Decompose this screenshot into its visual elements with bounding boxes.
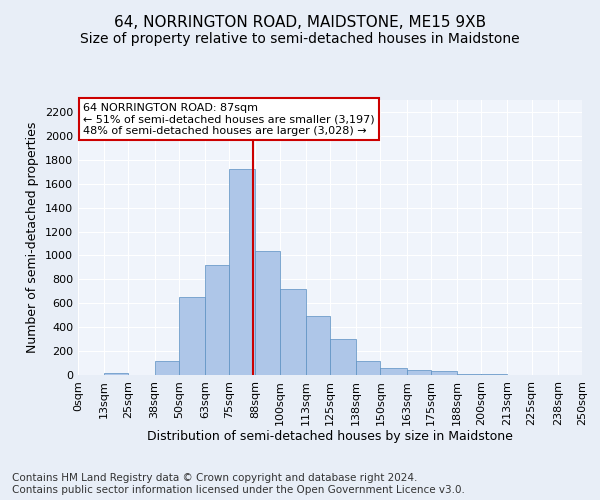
Bar (457, 374, 481, 375)
Bar (229, 170, 256, 375)
Bar (155, 360, 179, 375)
Text: 64, NORRINGTON ROAD, MAIDSTONE, ME15 9XB: 64, NORRINGTON ROAD, MAIDSTONE, ME15 9XB (114, 15, 486, 30)
Bar (205, 265, 229, 375)
Bar (280, 289, 306, 375)
Text: Size of property relative to semi-detached houses in Maidstone: Size of property relative to semi-detach… (80, 32, 520, 46)
Bar (306, 316, 330, 375)
Bar (356, 360, 380, 375)
X-axis label: Distribution of semi-detached houses by size in Maidstone: Distribution of semi-detached houses by … (147, 430, 513, 444)
Text: 64 NORRINGTON ROAD: 87sqm
← 51% of semi-detached houses are smaller (3,197)
48% : 64 NORRINGTON ROAD: 87sqm ← 51% of semi-… (83, 103, 374, 136)
Bar (380, 368, 407, 375)
Bar (104, 372, 128, 375)
Bar (256, 250, 280, 375)
Bar (407, 370, 431, 375)
Bar (330, 339, 356, 375)
Bar (481, 374, 508, 375)
Bar (431, 372, 457, 375)
Text: Contains HM Land Registry data © Crown copyright and database right 2024.
Contai: Contains HM Land Registry data © Crown c… (12, 474, 465, 495)
Y-axis label: Number of semi-detached properties: Number of semi-detached properties (26, 122, 40, 353)
Bar (179, 298, 205, 375)
